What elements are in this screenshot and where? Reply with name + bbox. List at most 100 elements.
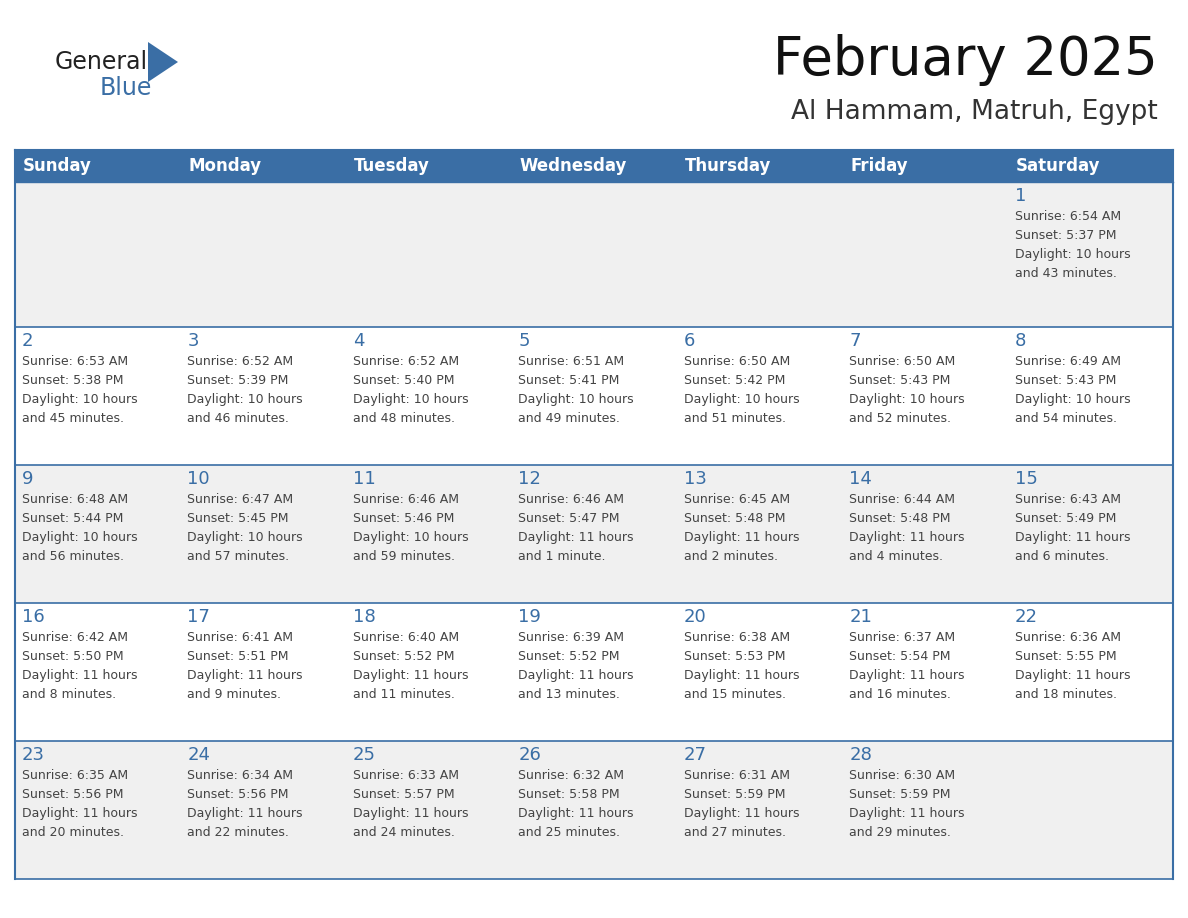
Text: Daylight: 11 hours: Daylight: 11 hours (188, 669, 303, 682)
Bar (1007, 182, 1173, 327)
Bar (677, 603, 842, 741)
Text: Daylight: 10 hours: Daylight: 10 hours (518, 393, 634, 406)
Text: 15: 15 (1015, 470, 1037, 488)
Text: Sunrise: 6:48 AM: Sunrise: 6:48 AM (23, 493, 128, 506)
Text: Sunrise: 6:40 AM: Sunrise: 6:40 AM (353, 631, 459, 644)
Text: Sunrise: 6:34 AM: Sunrise: 6:34 AM (188, 769, 293, 782)
Text: Sunset: 5:51 PM: Sunset: 5:51 PM (188, 650, 289, 663)
Text: and 54 minutes.: and 54 minutes. (1015, 412, 1117, 425)
Text: and 15 minutes.: and 15 minutes. (684, 688, 785, 701)
Text: Monday: Monday (189, 157, 261, 175)
Bar (15, 465, 181, 603)
Bar (677, 182, 842, 327)
Text: 7: 7 (849, 332, 860, 350)
Bar (346, 150, 511, 182)
Text: and 13 minutes.: and 13 minutes. (518, 688, 620, 701)
Text: 11: 11 (353, 470, 375, 488)
Text: Daylight: 11 hours: Daylight: 11 hours (518, 531, 633, 544)
Bar (842, 327, 1007, 465)
Text: Daylight: 11 hours: Daylight: 11 hours (518, 669, 633, 682)
Text: Daylight: 11 hours: Daylight: 11 hours (23, 807, 138, 820)
Text: 23: 23 (23, 746, 45, 764)
Text: and 27 minutes.: and 27 minutes. (684, 826, 785, 839)
Text: 20: 20 (684, 608, 707, 626)
Text: Sunrise: 6:35 AM: Sunrise: 6:35 AM (23, 769, 128, 782)
Text: Sunrise: 6:30 AM: Sunrise: 6:30 AM (849, 769, 955, 782)
Text: Daylight: 11 hours: Daylight: 11 hours (684, 669, 800, 682)
Text: Sunset: 5:37 PM: Sunset: 5:37 PM (1015, 229, 1116, 242)
Text: Sunset: 5:47 PM: Sunset: 5:47 PM (518, 512, 620, 525)
Text: Friday: Friday (851, 157, 908, 175)
Text: Sunset: 5:39 PM: Sunset: 5:39 PM (188, 374, 289, 387)
Text: Wednesday: Wednesday (519, 157, 626, 175)
Text: Daylight: 11 hours: Daylight: 11 hours (518, 807, 633, 820)
Text: Al Hammam, Matruh, Egypt: Al Hammam, Matruh, Egypt (791, 99, 1158, 125)
Text: Daylight: 11 hours: Daylight: 11 hours (849, 669, 965, 682)
Text: 2: 2 (23, 332, 33, 350)
Text: and 11 minutes.: and 11 minutes. (353, 688, 455, 701)
Text: Sunset: 5:56 PM: Sunset: 5:56 PM (23, 788, 124, 801)
Text: 14: 14 (849, 470, 872, 488)
Bar (181, 465, 346, 603)
Bar (842, 603, 1007, 741)
Text: Sunset: 5:56 PM: Sunset: 5:56 PM (188, 788, 289, 801)
Bar (677, 741, 842, 879)
Text: and 16 minutes.: and 16 minutes. (849, 688, 952, 701)
Text: and 8 minutes.: and 8 minutes. (23, 688, 116, 701)
Text: 28: 28 (849, 746, 872, 764)
Text: 13: 13 (684, 470, 707, 488)
Text: Sunrise: 6:52 AM: Sunrise: 6:52 AM (353, 355, 459, 368)
Text: and 57 minutes.: and 57 minutes. (188, 550, 290, 563)
Bar (842, 741, 1007, 879)
Text: Sunrise: 6:46 AM: Sunrise: 6:46 AM (518, 493, 624, 506)
Text: 25: 25 (353, 746, 375, 764)
Text: and 6 minutes.: and 6 minutes. (1015, 550, 1108, 563)
Text: Sunset: 5:58 PM: Sunset: 5:58 PM (518, 788, 620, 801)
Text: Sunset: 5:49 PM: Sunset: 5:49 PM (1015, 512, 1116, 525)
Text: Sunset: 5:43 PM: Sunset: 5:43 PM (1015, 374, 1116, 387)
Bar (181, 327, 346, 465)
Polygon shape (148, 42, 178, 82)
Text: 4: 4 (353, 332, 365, 350)
Bar (15, 150, 181, 182)
Text: Sunset: 5:43 PM: Sunset: 5:43 PM (849, 374, 950, 387)
Text: 26: 26 (518, 746, 542, 764)
Text: Daylight: 11 hours: Daylight: 11 hours (684, 807, 800, 820)
Text: and 52 minutes.: and 52 minutes. (849, 412, 952, 425)
Text: 8: 8 (1015, 332, 1026, 350)
Text: Daylight: 11 hours: Daylight: 11 hours (188, 807, 303, 820)
Text: and 9 minutes.: and 9 minutes. (188, 688, 282, 701)
Text: Sunset: 5:41 PM: Sunset: 5:41 PM (518, 374, 620, 387)
Text: 17: 17 (188, 608, 210, 626)
Text: 1: 1 (1015, 187, 1026, 205)
Bar (15, 741, 181, 879)
Text: and 48 minutes.: and 48 minutes. (353, 412, 455, 425)
Text: Daylight: 10 hours: Daylight: 10 hours (188, 393, 303, 406)
Text: Sunrise: 6:45 AM: Sunrise: 6:45 AM (684, 493, 790, 506)
Bar (15, 327, 181, 465)
Text: and 56 minutes.: and 56 minutes. (23, 550, 124, 563)
Text: Sunrise: 6:38 AM: Sunrise: 6:38 AM (684, 631, 790, 644)
Text: Daylight: 11 hours: Daylight: 11 hours (849, 807, 965, 820)
Bar (511, 603, 677, 741)
Bar (1007, 603, 1173, 741)
Bar (346, 603, 511, 741)
Text: Sunrise: 6:36 AM: Sunrise: 6:36 AM (1015, 631, 1120, 644)
Bar (346, 182, 511, 327)
Text: Daylight: 11 hours: Daylight: 11 hours (1015, 531, 1130, 544)
Text: Sunrise: 6:46 AM: Sunrise: 6:46 AM (353, 493, 459, 506)
Bar (511, 150, 677, 182)
Text: Sunrise: 6:52 AM: Sunrise: 6:52 AM (188, 355, 293, 368)
Text: Sunrise: 6:39 AM: Sunrise: 6:39 AM (518, 631, 624, 644)
Text: and 25 minutes.: and 25 minutes. (518, 826, 620, 839)
Text: Sunrise: 6:42 AM: Sunrise: 6:42 AM (23, 631, 128, 644)
Text: 12: 12 (518, 470, 542, 488)
Bar (346, 465, 511, 603)
Text: and 2 minutes.: and 2 minutes. (684, 550, 778, 563)
Bar (1007, 465, 1173, 603)
Text: 24: 24 (188, 746, 210, 764)
Text: Sunrise: 6:44 AM: Sunrise: 6:44 AM (849, 493, 955, 506)
Text: and 29 minutes.: and 29 minutes. (849, 826, 952, 839)
Text: Sunrise: 6:54 AM: Sunrise: 6:54 AM (1015, 210, 1120, 223)
Text: 6: 6 (684, 332, 695, 350)
